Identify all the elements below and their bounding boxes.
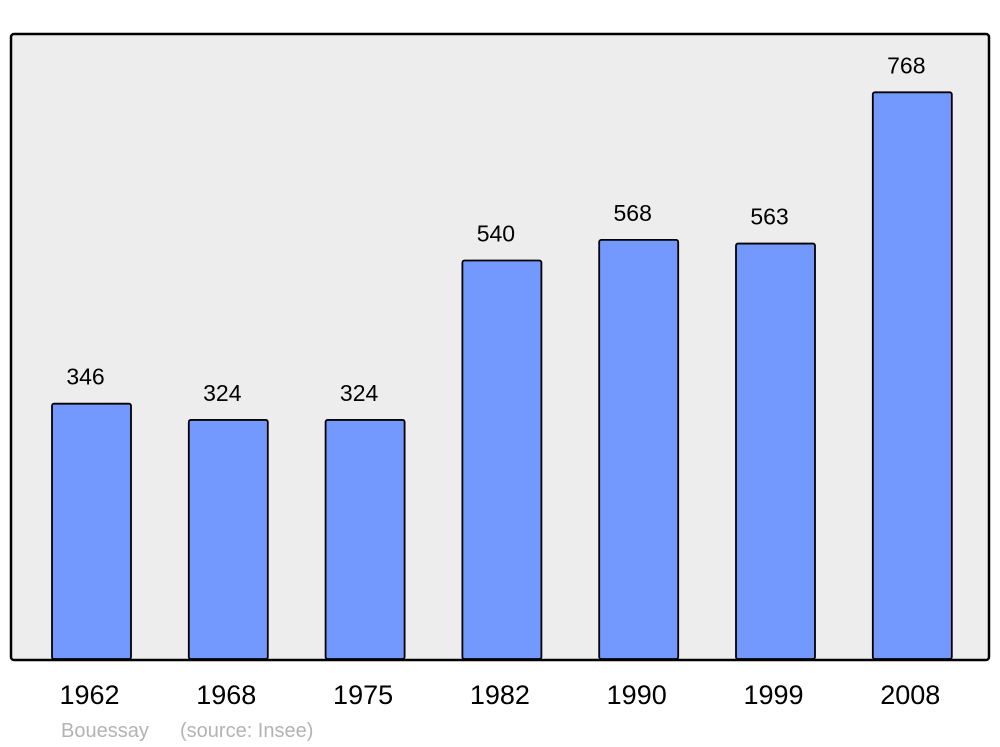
data-label-1968: 324 xyxy=(203,380,242,406)
data-label-1982: 540 xyxy=(477,221,515,247)
bar-1999 xyxy=(735,242,816,660)
x-tick-2008: 2008 xyxy=(880,680,940,710)
footer-place: Bouessay xyxy=(61,720,149,742)
x-tick-1999: 1999 xyxy=(743,680,803,710)
bar-1975 xyxy=(324,419,406,660)
bar-2008 xyxy=(871,91,953,660)
bar-1990 xyxy=(598,238,680,660)
data-label-1975: 324 xyxy=(340,380,379,406)
x-tick-1982: 1982 xyxy=(470,680,530,710)
data-label-1999: 563 xyxy=(750,204,788,230)
footer-source: (source: Insee) xyxy=(180,720,313,742)
x-tick-1962: 1962 xyxy=(59,680,119,710)
data-label-2008: 768 xyxy=(887,52,925,78)
data-label-1962: 346 xyxy=(66,364,104,390)
data-label-1990: 568 xyxy=(614,200,652,226)
x-tick-1975: 1975 xyxy=(333,680,393,710)
x-tick-1990: 1990 xyxy=(607,680,667,710)
bar-1968 xyxy=(187,419,269,660)
x-tick-1968: 1968 xyxy=(196,680,256,710)
bar-1962 xyxy=(51,402,132,660)
bar-1982 xyxy=(461,259,543,660)
